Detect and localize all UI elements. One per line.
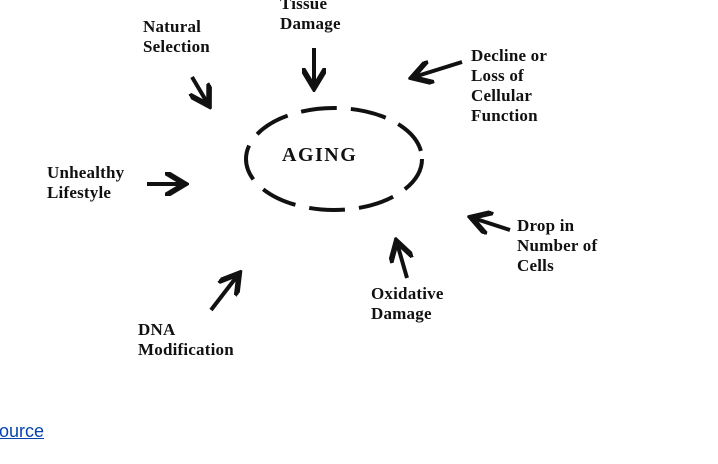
source-link[interactable]: ource (0, 421, 45, 441)
label-drop-in-cells: Drop in Number of Cells (517, 216, 597, 276)
arrow-natural-selection (192, 75, 208, 104)
label-line: Tissue (280, 0, 328, 13)
arrow-drop-in-cells (473, 218, 511, 230)
label-line: Selection (143, 37, 210, 56)
label-line: Decline or (471, 46, 548, 65)
label-line: Oxidative (371, 284, 444, 303)
aging-dashed-ellipse (244, 106, 424, 212)
label-line: Damage (371, 304, 432, 323)
label-dna-modification: DNA Modification (138, 320, 234, 360)
label-oxidative-damage: Oxidative Damage (371, 284, 444, 324)
label-line: Modification (138, 340, 234, 359)
arrow-decline-of-function (414, 60, 463, 77)
label-decline-of-function: Decline or Loss of Cellular Function (471, 46, 547, 126)
arrow-oxidative-damage (397, 243, 407, 279)
label-tissue-damage: Tissue Damage (280, 0, 341, 34)
label-line: Damage (280, 14, 341, 33)
label-line: Natural (143, 17, 202, 36)
label-line: Number of (517, 236, 598, 255)
aging-center-label: AGING (282, 144, 358, 166)
label-unhealthy-lifestyle: Unhealthy Lifestyle (47, 163, 124, 203)
label-line: Cells (517, 256, 554, 275)
label-line: Drop in (517, 216, 575, 235)
arrow-dna-modification (209, 275, 238, 312)
label-line: Cellular (471, 86, 533, 105)
label-line: Function (471, 106, 538, 125)
label-natural-selection: Natural Selection (143, 17, 210, 57)
label-line: Lifestyle (47, 183, 112, 202)
label-line: Loss of (471, 66, 524, 85)
label-line: DNA (138, 320, 176, 339)
label-line: Unhealthy (47, 163, 125, 182)
